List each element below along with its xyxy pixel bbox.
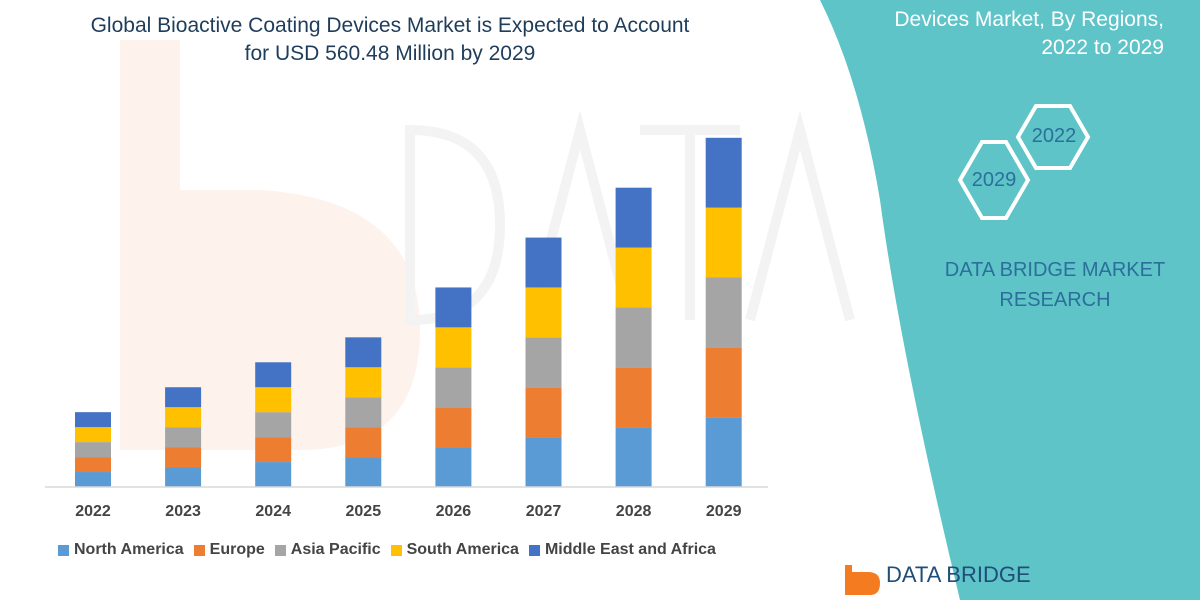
x-tick-label: 2022 [75, 503, 111, 520]
side-title-line-2: 2022 to 2029 [1041, 36, 1164, 59]
bar-2024-north-america [255, 462, 292, 487]
legend-label: Middle East and Africa [544, 541, 716, 558]
logo-icon [845, 565, 880, 595]
brand-text: DATA BRIDGE MARKET RESEARCH [920, 255, 1190, 315]
bar-2028-middle-east-and-africa [615, 187, 652, 248]
bar-2026-asia-pacific [435, 367, 472, 408]
bar-2027-south-america [525, 287, 562, 338]
bar-2029-south-america [705, 207, 742, 278]
chart-title: Global Bioactive Coating Devices Market … [40, 12, 740, 68]
logo-text: DATA BRIDGE [886, 562, 1031, 587]
x-tick-label: 2027 [525, 503, 562, 520]
x-tick-label: 2029 [705, 503, 742, 520]
bar-2022-asia-pacific [75, 442, 111, 458]
watermark-logo [120, 40, 420, 450]
bar-2027-middle-east-and-africa [525, 237, 562, 288]
legend-label: South America [406, 541, 519, 558]
bar-2023-europe [165, 447, 202, 468]
bar-2024-south-america [255, 387, 292, 413]
bar-2023-middle-east-and-africa [165, 387, 202, 408]
bar-2025-europe [345, 427, 382, 458]
legend-swatch [274, 544, 286, 556]
bar-2022-north-america [75, 472, 111, 487]
x-tick-label: 2025 [345, 503, 382, 520]
x-tick-label: 2023 [165, 503, 201, 520]
bar-2026-north-america [435, 447, 472, 487]
brand-line-1: DATA BRIDGE MARKET [944, 259, 1166, 281]
brand-line-2: RESEARCH [999, 289, 1111, 311]
hex-label-2029: 2029 [971, 169, 1017, 191]
legend: North America Europe Asia Pacific South Ame… [58, 541, 716, 559]
legend-label: North America [74, 541, 184, 558]
legend-item: Asia Pacific [274, 541, 381, 559]
hexagon-2022 [1015, 104, 1091, 170]
bar-2029-middle-east-and-africa [705, 137, 742, 208]
hexagon-2029 [957, 140, 1031, 220]
bar-2023-asia-pacific [165, 427, 202, 448]
side-title: Devices Market, By Regions, 2022 to 2029 [804, 6, 1164, 62]
legend-swatch [528, 544, 540, 556]
legend-label: Europe [209, 541, 265, 558]
bar-2025-south-america [345, 367, 382, 398]
legend-item: Europe [193, 541, 265, 559]
side-panel [820, 0, 1200, 600]
bar-2026-south-america [435, 327, 472, 368]
bar-2023-south-america [165, 407, 202, 428]
legend-swatch [390, 544, 402, 556]
bar-2022-europe [75, 457, 111, 473]
x-tick-label: 2026 [435, 503, 472, 520]
bar-2028-north-america [615, 427, 652, 487]
bar-2027-europe [525, 387, 562, 438]
bar-2024-middle-east-and-africa [255, 362, 292, 388]
bar-2025-middle-east-and-africa [345, 337, 382, 368]
bar-2024-asia-pacific [255, 412, 292, 438]
bar-2029-north-america [705, 417, 742, 487]
title-line-1: Global Bioactive Coating Devices Market … [90, 14, 690, 37]
bar-2022-south-america [75, 427, 111, 443]
bar-2028-asia-pacific [615, 307, 652, 368]
bar-2024-europe [255, 437, 292, 463]
x-tick-label: 2024 [255, 503, 291, 520]
bar-2022-middle-east-and-africa [75, 412, 111, 428]
bar-2023-north-america [165, 467, 202, 487]
bar-2027-asia-pacific [525, 337, 562, 388]
legend-label: Asia Pacific [290, 541, 381, 558]
bar-2026-europe [435, 407, 472, 448]
side-title-line-1: Devices Market, By Regions, [894, 8, 1164, 31]
legend-item: South America [390, 541, 519, 559]
bar-2028-europe [615, 367, 652, 428]
bar-2029-asia-pacific [705, 277, 742, 348]
bar-2029-europe [705, 347, 742, 418]
x-tick-label: 2028 [615, 503, 652, 520]
legend-item: Middle East and Africa [528, 541, 716, 559]
hex-label-2022: 2022 [1031, 125, 1077, 147]
legend-item: North America [58, 541, 184, 559]
title-line-2: for USD 560.48 Million by 2029 [244, 42, 536, 65]
chart-plot [75, 137, 742, 487]
bar-2027-north-america [525, 437, 562, 487]
bar-2025-north-america [345, 457, 382, 487]
legend-swatch [58, 544, 69, 556]
bar-2025-asia-pacific [345, 397, 382, 428]
bar-2028-south-america [615, 247, 652, 308]
bar-2026-middle-east-and-africa [435, 287, 472, 328]
legend-swatch [193, 544, 205, 556]
